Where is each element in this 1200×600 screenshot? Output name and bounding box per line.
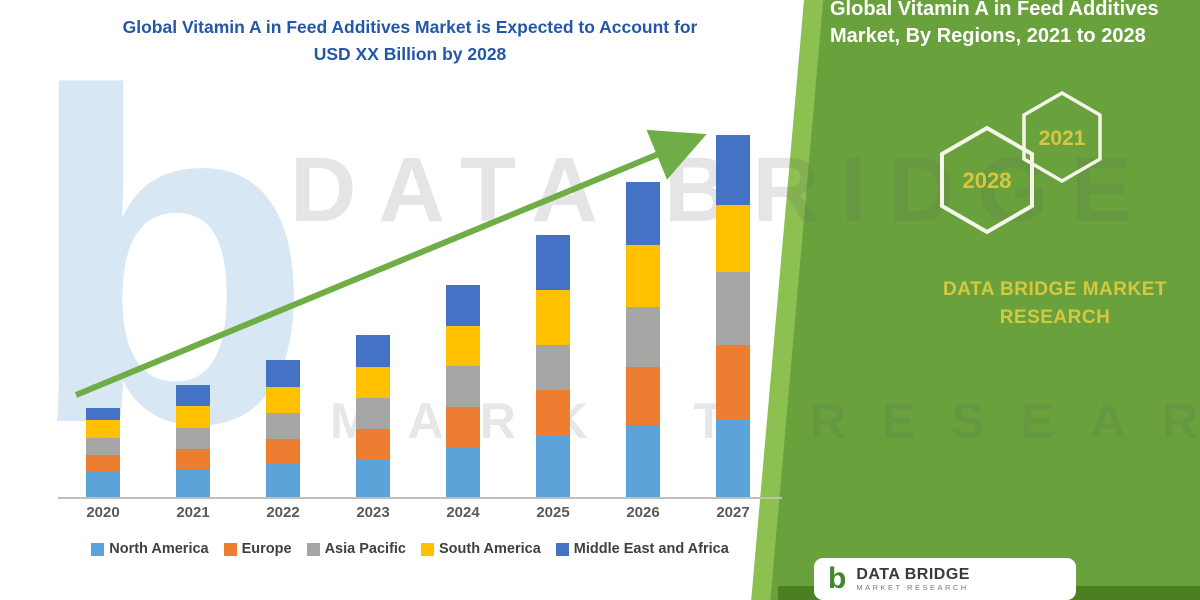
plot-area — [58, 125, 782, 499]
legend-item: Asia Pacific — [306, 541, 406, 557]
bar-segment-2020 — [86, 472, 120, 497]
x-tick-2021: 2021 — [176, 504, 210, 521]
bar-segment-2024 — [446, 366, 480, 407]
bar-segment-2027 — [716, 205, 750, 272]
legend-label: Middle East and Africa — [573, 541, 729, 557]
bar-2027 — [716, 135, 750, 497]
bar-segment-2022 — [266, 439, 300, 464]
bar-segment-2023 — [356, 459, 390, 497]
footer-logo-box: b DATA BRIDGE MARKET RESEARCH — [814, 558, 1076, 600]
legend-swatch — [555, 542, 569, 556]
legend-swatch — [223, 542, 237, 556]
bar-segment-2023 — [356, 367, 390, 398]
bar-segment-2021 — [176, 385, 210, 406]
bar-segment-2022 — [266, 387, 300, 413]
legend-swatch — [306, 542, 320, 556]
footer-brand-name: DATA BRIDGE — [856, 566, 970, 584]
footer-logo-text: DATA BRIDGE MARKET RESEARCH — [856, 565, 970, 592]
bar-2023 — [356, 335, 390, 497]
data-bridge-market-research-label: DATA BRIDGE MARKET RESEARCH — [943, 279, 1167, 328]
legend-label: Europe — [241, 541, 292, 557]
legend-label: Asia Pacific — [324, 541, 406, 557]
bar-segment-2022 — [266, 413, 300, 439]
bar-2021 — [176, 385, 210, 497]
bar-segment-2025 — [536, 345, 570, 390]
legend-label: South America — [439, 541, 541, 557]
legend-item: Europe — [223, 541, 292, 557]
legend: North America Europe Asia Pacific South Ame… — [36, 541, 784, 557]
bar-segment-2023 — [356, 335, 390, 367]
bar-segment-2023 — [356, 398, 390, 429]
bar-segment-2024 — [446, 285, 480, 326]
bar-segment-2025 — [536, 390, 570, 435]
x-tick-2027: 2027 — [716, 504, 750, 521]
x-axis-labels: 2020 2021 2022 2023 2024 2025 2026 2027 — [58, 504, 782, 521]
bar-segment-2026 — [626, 367, 660, 425]
bar-segment-2026 — [626, 307, 660, 367]
bar-segment-2024 — [446, 447, 480, 497]
bar-segment-2022 — [266, 464, 300, 497]
bar-segment-2021 — [176, 428, 210, 449]
bar-segment-2027 — [716, 420, 750, 497]
bar-segment-2027 — [716, 272, 750, 345]
bar-segment-2025 — [536, 435, 570, 497]
legend-swatch — [91, 542, 105, 556]
x-tick-2024: 2024 — [446, 504, 480, 521]
bar-segment-2024 — [446, 407, 480, 447]
bar-segment-2027 — [716, 135, 750, 205]
legend-swatch — [421, 542, 434, 556]
bar-segment-2020 — [86, 420, 120, 438]
legend-item: Middle East and Africa — [555, 541, 729, 557]
bar-segment-2020 — [86, 408, 120, 420]
x-tick-2023: 2023 — [356, 504, 390, 521]
x-tick-2026: 2026 — [626, 504, 660, 521]
bar-segment-2025 — [536, 235, 570, 290]
bar-segment-2027 — [716, 345, 750, 420]
bar-2022 — [266, 360, 300, 497]
data-bridge-logo-icon: b — [828, 562, 847, 595]
x-tick-2020: 2020 — [86, 504, 120, 521]
legend-label: North America — [109, 541, 209, 557]
bar-2026 — [626, 182, 660, 497]
bar-2024 — [446, 285, 480, 497]
right-panel-title: Global Vitamin A in Feed Additives Marke… — [830, 0, 1159, 47]
bar-2025 — [536, 235, 570, 497]
bar-segment-2020 — [86, 455, 120, 472]
bar-2020 — [86, 408, 120, 497]
chart-title-line2: USD XX Billion by 2028 — [313, 44, 507, 65]
bar-segment-2021 — [176, 469, 210, 497]
legend-item: South America — [421, 541, 541, 557]
bar-segment-2026 — [626, 425, 660, 497]
chart-title-line1: Global Vitamin A in Feed Additives Marke… — [122, 17, 698, 37]
bar-segment-2021 — [176, 449, 210, 469]
x-tick-2025: 2025 — [536, 504, 570, 521]
footer-brand-subtitle: MARKET RESEARCH — [856, 583, 969, 593]
bar-segment-2024 — [446, 326, 480, 366]
x-tick-2022: 2022 — [266, 504, 300, 521]
bar-segment-2026 — [626, 245, 660, 307]
bar-segment-2023 — [356, 429, 390, 459]
bar-segment-2026 — [626, 182, 660, 245]
bar-segment-2021 — [176, 406, 210, 428]
legend-item: North America — [91, 541, 209, 557]
bar-segment-2022 — [266, 360, 300, 387]
chart-title: Global Vitamin A in Feed Additives Marke… — [55, 14, 765, 68]
bar-segment-2025 — [536, 290, 570, 345]
bar-segment-2020 — [86, 438, 120, 455]
